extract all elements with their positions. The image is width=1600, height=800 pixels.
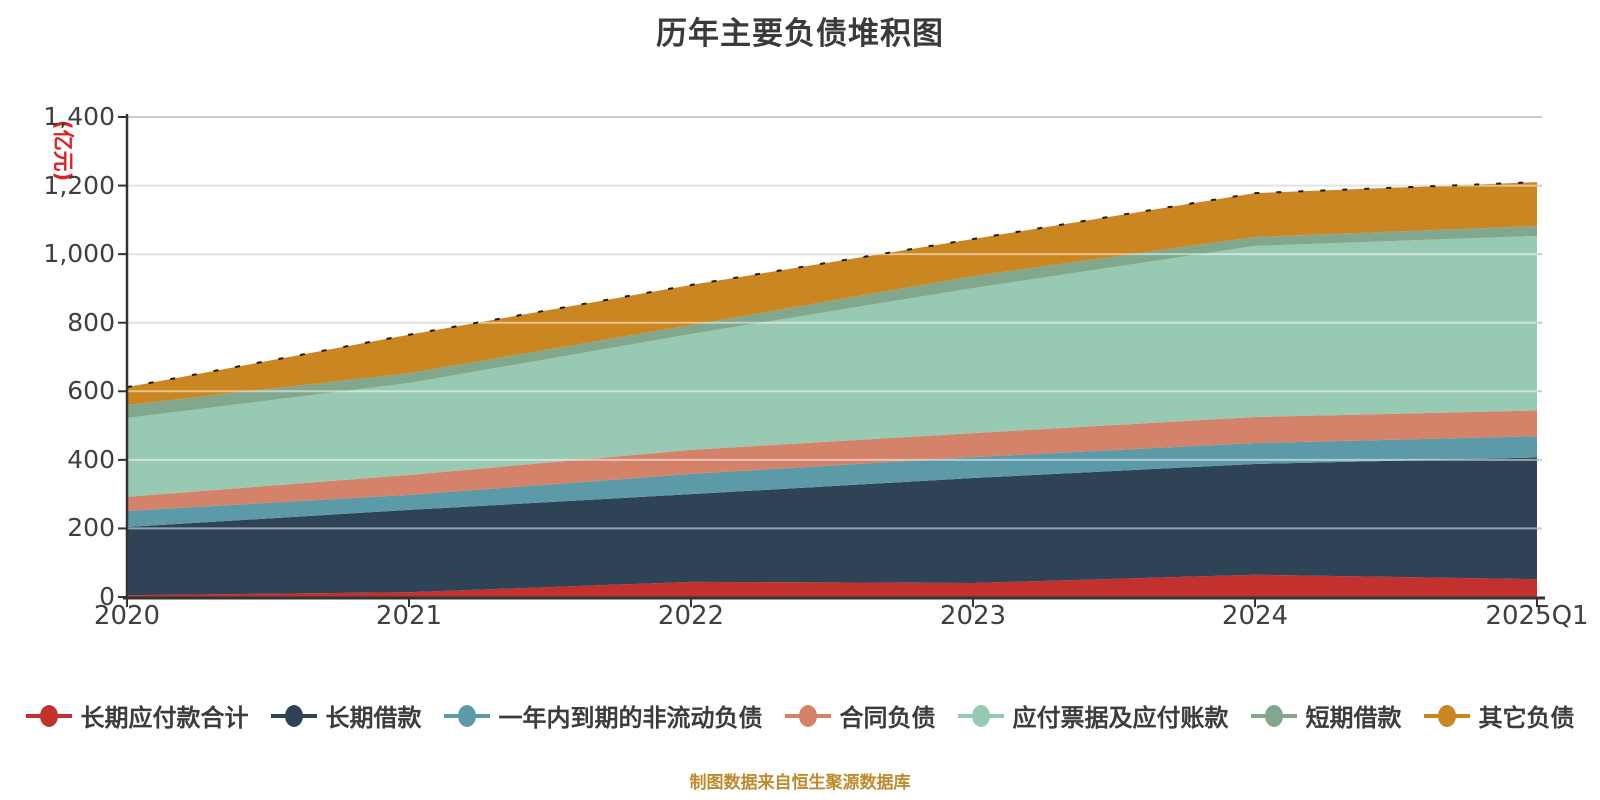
legend-item-6[interactable]: 其它负债 bbox=[1423, 698, 1575, 733]
legend-label: 短期借款 bbox=[1305, 704, 1402, 732]
area-1 bbox=[127, 457, 1537, 596]
legend-marker-icon bbox=[1423, 704, 1470, 727]
x-tick-label: 2025Q1 bbox=[1485, 601, 1589, 631]
legend-marker-icon bbox=[1250, 704, 1297, 727]
y-tick-label: 1,000 bbox=[43, 239, 115, 269]
y-tick-label: 200 bbox=[67, 513, 115, 543]
y-tick-label: 1,200 bbox=[43, 170, 115, 200]
legend-item-0[interactable]: 长期应付款合计 bbox=[25, 698, 249, 733]
x-tick-label: 2024 bbox=[1221, 601, 1289, 631]
legend-label: 合同负债 bbox=[839, 704, 936, 732]
legend-item-4[interactable]: 应付票据及应付账款 bbox=[957, 698, 1229, 733]
x-tick-label: 2021 bbox=[375, 601, 443, 631]
legend-label: 长期借款 bbox=[325, 704, 422, 732]
legend-label: 一年内到期的非流动负债 bbox=[498, 704, 763, 732]
legend-marker-icon bbox=[25, 704, 72, 727]
legend-label: 其它负债 bbox=[1478, 704, 1575, 732]
legend-item-5[interactable]: 短期借款 bbox=[1250, 698, 1402, 733]
source-caption: 制图数据来自恒生聚源数据库 bbox=[689, 773, 911, 793]
legend-label: 应付票据及应付账款 bbox=[1012, 704, 1229, 732]
legend-marker-icon bbox=[784, 704, 831, 727]
y-tick-label: 600 bbox=[67, 376, 115, 406]
legend-item-3[interactable]: 合同负债 bbox=[784, 698, 936, 733]
x-tick-label: 2022 bbox=[657, 601, 725, 631]
area-6 bbox=[127, 182, 1537, 405]
legend-marker-icon bbox=[270, 704, 317, 727]
x-tick-label: 2023 bbox=[939, 601, 1007, 631]
area-5 bbox=[127, 226, 1537, 419]
x-tick-label: 2020 bbox=[93, 601, 161, 631]
y-tick-label: 800 bbox=[67, 307, 115, 337]
legend-item-1[interactable]: 长期借款 bbox=[270, 698, 422, 733]
legend-label: 长期应付款合计 bbox=[80, 704, 249, 732]
area-4 bbox=[127, 235, 1537, 497]
chart-title: 历年主要负债堆积图 bbox=[656, 16, 944, 52]
y-tick-label: 400 bbox=[67, 444, 115, 474]
area-0 bbox=[127, 574, 1537, 597]
legend-item-2[interactable]: 一年内到期的非流动负债 bbox=[443, 698, 763, 733]
legend-marker-icon bbox=[957, 704, 1004, 727]
total-edge-line bbox=[126, 181, 1538, 389]
y-tick-label: 1,400 bbox=[43, 102, 115, 131]
y-tick-label: 0 bbox=[99, 582, 115, 611]
legend-marker-icon bbox=[443, 704, 490, 727]
legend: 长期应付款合计 长期借款 一年内到期的非流动负债 合同负债 应付票据及应付账款 短期借款 其… bbox=[0, 698, 1600, 733]
